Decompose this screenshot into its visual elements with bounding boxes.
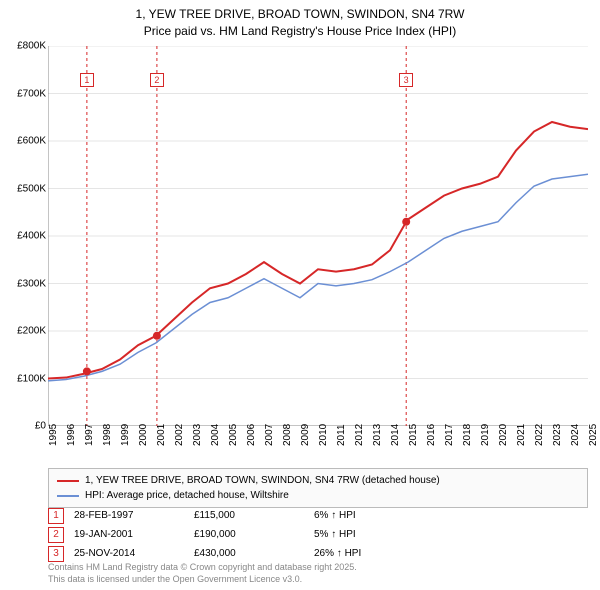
transaction-marker: 3 — [48, 546, 64, 562]
x-tick-label: 1998 — [102, 424, 113, 446]
transaction-price: £115,000 — [194, 506, 304, 525]
x-tick-label: 2021 — [516, 424, 527, 446]
series-price_paid — [48, 122, 588, 379]
legend-row: HPI: Average price, detached house, Wilt… — [57, 488, 579, 503]
transaction-date: 28-FEB-1997 — [74, 506, 184, 525]
transaction-pct: 26% ↑ HPI — [314, 544, 588, 563]
x-tick-label: 2016 — [426, 424, 437, 446]
y-tick-label: £800K — [17, 41, 46, 52]
x-tick-label: 2015 — [408, 424, 419, 446]
transaction-pct: 5% ↑ HPI — [314, 525, 588, 544]
x-tick-label: 1995 — [48, 424, 59, 446]
transaction-date: 25-NOV-2014 — [74, 544, 184, 563]
chart-marker-box: 1 — [80, 73, 94, 87]
x-tick-label: 2024 — [570, 424, 581, 446]
transaction-pct: 6% ↑ HPI — [314, 506, 588, 525]
transaction-price: £190,000 — [194, 525, 304, 544]
y-tick-label: £300K — [17, 278, 46, 289]
chart-marker-box: 2 — [150, 73, 164, 87]
x-tick-label: 2005 — [228, 424, 239, 446]
x-tick-label: 2008 — [282, 424, 293, 446]
attribution-line-2: This data is licensed under the Open Gov… — [48, 574, 588, 586]
transaction-marker: 2 — [48, 527, 64, 543]
attribution: Contains HM Land Registry data © Crown c… — [48, 562, 588, 585]
title-line-2: Price paid vs. HM Land Registry's House … — [0, 23, 600, 40]
y-tick-label: £400K — [17, 231, 46, 242]
x-tick-label: 2002 — [174, 424, 185, 446]
marker-dot — [83, 367, 91, 375]
marker-dot — [153, 332, 161, 340]
transactions-table: 1 28-FEB-1997 £115,000 6% ↑ HPI 2 19-JAN-2001… — [48, 506, 588, 563]
x-tick-label: 2018 — [462, 424, 473, 446]
x-tick-label: 1997 — [84, 424, 95, 446]
transaction-row: 3 25-NOV-2014 £430,000 26% ↑ HPI — [48, 544, 588, 563]
y-tick-label: £100K — [17, 373, 46, 384]
x-tick-label: 2025 — [588, 424, 599, 446]
legend-swatch — [57, 495, 79, 497]
x-tick-label: 2023 — [552, 424, 563, 446]
x-tick-label: 2006 — [246, 424, 257, 446]
legend-swatch — [57, 480, 79, 482]
transaction-row: 1 28-FEB-1997 £115,000 6% ↑ HPI — [48, 506, 588, 525]
marker-dot — [402, 218, 410, 226]
x-tick-label: 2020 — [498, 424, 509, 446]
transaction-price: £430,000 — [194, 544, 304, 563]
x-tick-label: 2013 — [372, 424, 383, 446]
x-tick-label: 2017 — [444, 424, 455, 446]
transaction-date: 19-JAN-2001 — [74, 525, 184, 544]
chart-container: 1, YEW TREE DRIVE, BROAD TOWN, SWINDON, … — [0, 0, 600, 590]
x-tick-label: 2019 — [480, 424, 491, 446]
x-tick-label: 2000 — [138, 424, 149, 446]
title-block: 1, YEW TREE DRIVE, BROAD TOWN, SWINDON, … — [0, 0, 600, 42]
x-tick-label: 2011 — [336, 424, 347, 446]
x-tick-label: 2022 — [534, 424, 545, 446]
chart-marker-box: 3 — [399, 73, 413, 87]
x-tick-label: 1999 — [120, 424, 131, 446]
y-tick-label: £600K — [17, 136, 46, 147]
x-tick-label: 1996 — [66, 424, 77, 446]
y-axis: £0£100K£200K£300K£400K£500K£600K£700K£80… — [0, 46, 48, 426]
x-tick-label: 2003 — [192, 424, 203, 446]
series-hpi — [48, 174, 588, 381]
x-tick-label: 2010 — [318, 424, 329, 446]
legend-label: 1, YEW TREE DRIVE, BROAD TOWN, SWINDON, … — [85, 473, 440, 488]
x-tick-label: 2014 — [390, 424, 401, 446]
y-tick-label: £200K — [17, 326, 46, 337]
transaction-marker: 1 — [48, 508, 64, 524]
chart-area: 1 2 3 — [48, 46, 588, 426]
y-tick-label: £0 — [35, 421, 46, 432]
chart-svg — [48, 46, 588, 426]
attribution-line-1: Contains HM Land Registry data © Crown c… — [48, 562, 588, 574]
x-tick-label: 2009 — [300, 424, 311, 446]
legend: 1, YEW TREE DRIVE, BROAD TOWN, SWINDON, … — [48, 468, 588, 508]
x-tick-label: 2007 — [264, 424, 275, 446]
title-line-1: 1, YEW TREE DRIVE, BROAD TOWN, SWINDON, … — [0, 6, 600, 23]
x-tick-label: 2001 — [156, 424, 167, 446]
y-tick-label: £500K — [17, 183, 46, 194]
legend-label: HPI: Average price, detached house, Wilt… — [85, 488, 289, 503]
transaction-row: 2 19-JAN-2001 £190,000 5% ↑ HPI — [48, 525, 588, 544]
y-tick-label: £700K — [17, 88, 46, 99]
x-tick-label: 2004 — [210, 424, 221, 446]
legend-row: 1, YEW TREE DRIVE, BROAD TOWN, SWINDON, … — [57, 473, 579, 488]
x-tick-label: 2012 — [354, 424, 365, 446]
